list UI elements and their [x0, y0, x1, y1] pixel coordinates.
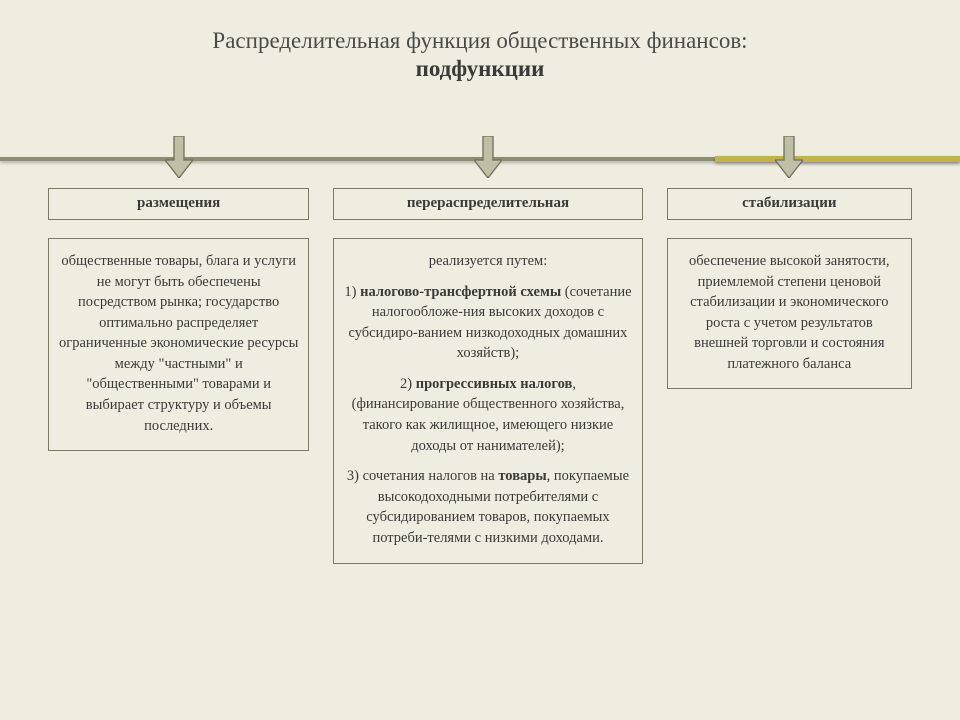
column-left: размещения общественные товары, блага и … — [48, 178, 309, 451]
body-mid-item3: 3) сочетания налогов на товары, покупаем… — [344, 466, 631, 548]
header-left: размещения — [48, 188, 309, 220]
item1-prefix: 1) — [344, 284, 360, 300]
divider-gold — [715, 156, 960, 162]
body-mid-lead: реализуется путем: — [344, 251, 631, 272]
column-mid: перераспределительная реализуется путем:… — [333, 178, 642, 564]
title-line2: подфункции — [80, 56, 880, 82]
body-left-text: общественные товары, блага и услуги не м… — [59, 251, 298, 436]
title-block: Распределительная функция общественных ф… — [0, 0, 960, 100]
arrow-down-icon — [165, 136, 193, 178]
arrow-down-icon — [474, 136, 502, 178]
item2-bold: прогрессивных налогов — [416, 376, 573, 392]
header-mid: перераспределительная — [333, 188, 642, 220]
arrow-down-icon — [775, 136, 803, 178]
item3-bold: товары — [498, 468, 546, 484]
columns: размещения общественные товары, блага и … — [0, 178, 960, 564]
body-mid-item1: 1) налогово-трансфертной схемы (сочетани… — [344, 282, 631, 364]
body-right: обеспечение высокой занятости, приемлемо… — [667, 238, 912, 389]
body-right-text: обеспечение высокой занятости, приемлемо… — [678, 251, 901, 374]
body-mid: реализуется путем: 1) налогово-трансферт… — [333, 238, 642, 564]
item1-bold: налогово-трансфертной схемы — [360, 284, 561, 300]
title-line1: Распределительная функция общественных ф… — [80, 28, 880, 54]
body-mid-item2: 2) прогрессивных налогов, (финансировани… — [344, 374, 631, 456]
body-left: общественные товары, блага и услуги не м… — [48, 238, 309, 451]
item2-prefix: 2) — [400, 376, 416, 392]
item3-prefix: 3) сочетания налогов на — [347, 468, 498, 484]
header-right: стабилизации — [667, 188, 912, 220]
column-right: стабилизации обеспечение высокой занятос… — [667, 178, 912, 389]
